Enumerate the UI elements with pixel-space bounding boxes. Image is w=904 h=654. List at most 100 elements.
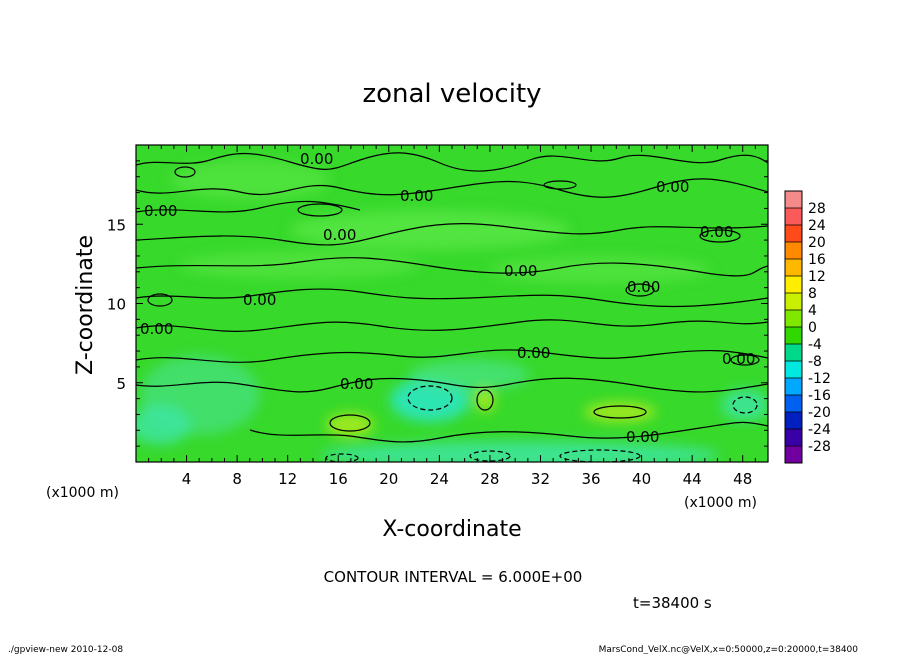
field-patch (136, 405, 190, 445)
y-tick-label: 5 (116, 375, 126, 393)
contour-interval-text: CONTOUR INTERVAL = 6.000E+00 (324, 568, 583, 586)
contour-labels: 0.00 0.00 0.00 0.00 0.00 0.00 0.00 0.00 … (140, 150, 755, 446)
footer-right: MarsCond_VelX.nc@VelX,x=0:50000,z=0:2000… (599, 645, 859, 654)
contour-label: 0.00 (340, 375, 373, 393)
contour-ring (407, 385, 453, 411)
colorbar-swatch (785, 395, 802, 413)
x-axis-ticks: 4 8 12 16 20 24 28 32 36 40 44 48 (148, 145, 756, 488)
field-patch (320, 441, 720, 462)
y-tick-label: 10 (107, 296, 126, 314)
x-tick-label: 36 (581, 470, 600, 488)
x-tick-label: 12 (278, 470, 297, 488)
x-tick-label: 28 (480, 470, 499, 488)
x-tick-label: 40 (632, 470, 651, 488)
colorbar-label: 16 (808, 252, 826, 268)
colorbar-label: -16 (808, 388, 831, 404)
contour-ring (543, 180, 577, 190)
colorbar-swatch (785, 412, 802, 430)
colorbar-label: -20 (808, 405, 831, 421)
contour-ring (593, 405, 647, 419)
contour-ring (469, 450, 511, 462)
contour-ring (297, 203, 343, 217)
colorbar-label: 24 (808, 218, 826, 234)
colorbar-swatch (785, 208, 802, 226)
x-tick-label: 24 (430, 470, 449, 488)
contour-ring (732, 396, 758, 414)
colorbar-swatch (785, 429, 802, 447)
y-axis-label: Z-coordinate (73, 235, 98, 375)
colorbar-swatch (785, 191, 802, 209)
x-tick-label: 16 (329, 470, 348, 488)
contour-ring (730, 354, 760, 366)
contour-line (136, 223, 768, 246)
contour-line (136, 288, 768, 308)
colorbar-swatch (785, 310, 802, 328)
contour-ring (699, 229, 741, 243)
contour-ring (476, 389, 494, 411)
contour-label: 0.00 (626, 428, 659, 446)
colorbar-swatch (785, 446, 802, 464)
field-patch (180, 251, 420, 279)
colorbar-swatch (785, 344, 802, 362)
colorbar-label: 28 (808, 201, 826, 217)
x-unit-left: (x1000 m) (46, 485, 119, 501)
x-tick-label: 8 (232, 470, 242, 488)
colorbar-swatch (785, 242, 802, 260)
contour-label: 0.00 (504, 262, 537, 280)
contour-line (136, 152, 768, 172)
colorbar-label: -28 (808, 439, 831, 455)
colorbar-swatch (785, 259, 802, 277)
plot-area: 0.00 0.00 0.00 0.00 0.00 0.00 0.00 0.00 … (135, 144, 769, 463)
time-text: t=38400 s (633, 594, 712, 612)
x-tick-label: 44 (683, 470, 702, 488)
contour-label: 0.00 (627, 278, 660, 296)
contour-line (136, 377, 768, 393)
contour-line (136, 200, 361, 213)
chart-title: zonal velocity (362, 79, 541, 109)
contour-label: 0.00 (140, 320, 173, 338)
contour-ring (559, 449, 641, 462)
field-patch (326, 413, 374, 437)
contour-label: 0.00 (517, 344, 550, 362)
x-tick-label: 48 (733, 470, 752, 488)
x-tick-label: 20 (379, 470, 398, 488)
colorbar-swatch (785, 378, 802, 396)
colorbar-swatch (785, 225, 802, 243)
contour-label: 0.00 (243, 291, 276, 309)
contour-line (136, 319, 768, 332)
x-axis-label: X-coordinate (382, 517, 521, 542)
colorbar-label: -24 (808, 422, 831, 438)
contour-label: 0.00 (144, 202, 177, 220)
field-patch (584, 402, 656, 422)
x-tick-label: 32 (531, 470, 550, 488)
contour-ring (625, 283, 655, 297)
colorbar-label: -8 (808, 354, 822, 370)
field-patch (475, 388, 495, 412)
contour-ring (174, 166, 196, 178)
contour-ring (147, 293, 173, 307)
x-unit-right: (x1000 m) (684, 495, 757, 511)
contour-line (136, 178, 768, 198)
contour-line (136, 349, 768, 363)
colorbar-label: -4 (808, 337, 822, 353)
contour-ring (329, 414, 371, 432)
contour-label: 0.00 (400, 187, 433, 205)
contour-label: 0.00 (700, 223, 733, 241)
field-patch (721, 389, 768, 421)
colorbar-swatch (785, 327, 802, 345)
field-patch (290, 210, 570, 250)
field-patch (410, 359, 530, 391)
x-tick-label: 4 (182, 470, 192, 488)
footer-left: ./gpview-new 2010-12-08 (8, 645, 123, 654)
contour-line (136, 257, 768, 277)
colorbar-swatch (785, 293, 802, 311)
colorbar-label: 4 (808, 303, 817, 319)
colorbar-swatch (785, 361, 802, 379)
y-tick-label: 15 (107, 216, 126, 234)
contour-label: 0.00 (300, 150, 333, 168)
colorbar-label: 12 (808, 269, 826, 285)
contour-label: 0.00 (656, 178, 689, 196)
colorbar-label: 0 (808, 320, 817, 336)
